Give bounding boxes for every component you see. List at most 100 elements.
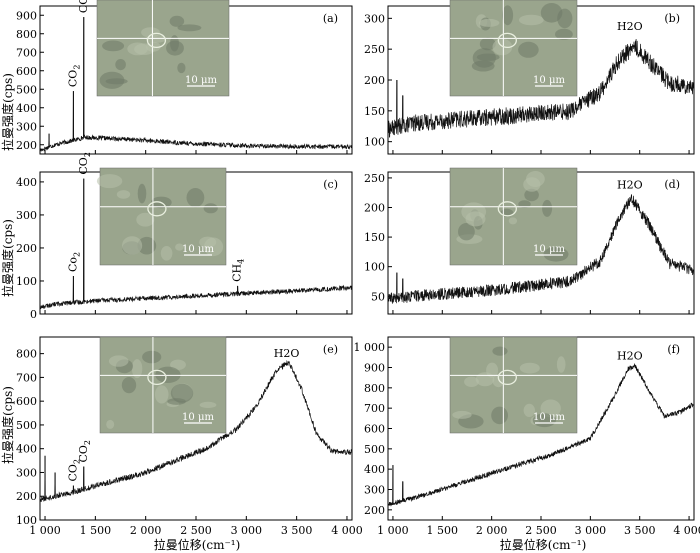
x-tick-label: 2 000 xyxy=(476,524,508,537)
micrograph-blob xyxy=(141,27,160,38)
x-tick-label: 2 500 xyxy=(180,524,212,537)
y-tick-label: 500 xyxy=(16,83,37,96)
micrograph-blob xyxy=(186,188,205,208)
micrograph-blob xyxy=(518,14,544,26)
y-tick-label: 400 xyxy=(16,176,37,189)
micrograph-blob xyxy=(452,410,472,419)
h2o-label: H2O xyxy=(617,349,643,362)
micrograph-blob xyxy=(543,247,569,262)
y-tick-label: 400 xyxy=(16,443,37,456)
x-tick-label: 3 500 xyxy=(624,524,656,537)
x-tick-label: 4 000 xyxy=(331,524,363,537)
micrograph-blob xyxy=(106,419,115,429)
y-tick-label: 0 xyxy=(30,308,37,321)
panel-label: (c) xyxy=(323,178,338,191)
micrograph-blob xyxy=(122,236,143,255)
panel-a: 200 300 400 500 600 700 800 900 10 μm (a) CO2 CO2 xyxy=(16,0,353,155)
micrograph-blob xyxy=(142,350,162,364)
micrograph-blob xyxy=(160,246,173,261)
y-tick-label: 600 xyxy=(364,423,385,436)
micrograph-blob xyxy=(170,35,179,52)
micrograph-blob xyxy=(492,346,508,356)
micrograph-blob xyxy=(492,374,505,388)
x-tick-label: 1 500 xyxy=(80,524,112,537)
micrograph-blob xyxy=(177,24,202,32)
spectrum-line xyxy=(40,17,352,152)
y-tick-label: 300 xyxy=(364,484,385,497)
ylabel-middle: 拉曼强度(cps) xyxy=(0,219,15,297)
co2-1385-label: CO2 xyxy=(77,440,92,463)
scale-bar-label: 10 μm xyxy=(533,412,565,423)
x-tick-label: 3 000 xyxy=(231,524,263,537)
micrograph-blob xyxy=(169,15,185,27)
scale-bar-label: 10 μm xyxy=(182,244,214,255)
y-tick-label: 200 xyxy=(16,242,37,255)
micrograph-blob xyxy=(116,190,131,199)
y-tick-label: 800 xyxy=(16,348,37,361)
panel-b: 100 150 200 250 300 10 μm (b) H2O xyxy=(364,0,695,155)
panel-e: 100 200 300 400 500 600 700 800 1 000 1 500 2 000 2… xyxy=(16,336,363,537)
y-tick-label: 150 xyxy=(364,105,385,118)
xlabel-right: 拉曼位移(cm⁻¹) xyxy=(500,537,587,552)
spectrum-line xyxy=(40,178,352,310)
y-tick-label: 900 xyxy=(16,9,37,22)
micrograph-blob xyxy=(203,203,218,214)
y-tick-label: 600 xyxy=(16,395,37,408)
micrograph-blob xyxy=(203,237,224,257)
x-tick-label: 4 000 xyxy=(673,524,700,537)
micrograph-blob xyxy=(131,359,143,379)
micrograph-blob xyxy=(508,217,518,225)
y-tick-label: 200 xyxy=(16,490,37,503)
y-tick-label: 300 xyxy=(364,12,385,25)
y-tick-label: 250 xyxy=(364,172,385,185)
y-tick-label: 200 xyxy=(364,74,385,87)
y-tick-label: 700 xyxy=(16,371,37,384)
micrograph-background xyxy=(99,336,227,434)
y-tick-label: 100 xyxy=(16,275,37,288)
ch4-2913-label: CH4 xyxy=(231,259,246,282)
y-tick-label: 200 xyxy=(364,202,385,215)
micrograph-blob xyxy=(518,200,531,208)
x-tick-label: 1 500 xyxy=(427,524,459,537)
micrograph-blob xyxy=(479,37,496,51)
x-tick-label: 3 000 xyxy=(575,524,607,537)
micrograph-blob xyxy=(518,41,539,58)
y-tick-label: 400 xyxy=(364,463,385,476)
micrograph-blob xyxy=(170,383,194,403)
micrograph-blob xyxy=(177,62,186,74)
micrograph-blob xyxy=(555,28,573,40)
micrograph-blob xyxy=(137,236,157,255)
x-tick-label: 2 000 xyxy=(130,524,162,537)
micrograph-blob xyxy=(99,71,125,89)
spectrum-line xyxy=(40,359,352,503)
micrograph-blob xyxy=(519,362,540,374)
scale-bar-label: 10 μm xyxy=(533,75,565,86)
micrograph-blob xyxy=(154,385,169,404)
micrograph-blob xyxy=(102,40,125,52)
panel-label: (b) xyxy=(664,12,680,25)
fluid-inclusion xyxy=(497,369,517,386)
ylabel-top: 拉曼强度(cps) xyxy=(0,73,15,151)
y-tick-label: 1 000 xyxy=(354,341,386,354)
micrograph-inset: 10 μm xyxy=(449,336,578,434)
y-tick-label: 100 xyxy=(364,136,385,149)
co2-1385-label: CO2 xyxy=(77,0,92,13)
micrograph-blob xyxy=(458,223,475,241)
micrograph-inset: 10 μm xyxy=(449,0,578,97)
micrograph-blob xyxy=(556,356,566,373)
x-tick-label: 1 000 xyxy=(377,524,409,537)
x-tick-label: 3 500 xyxy=(281,524,313,537)
micrograph-inset: 10 μm xyxy=(449,167,578,266)
y-tick-label: 100 xyxy=(16,514,37,527)
co2-1385-label: CO2 xyxy=(77,152,92,175)
y-tick-label: 700 xyxy=(364,402,385,415)
micrograph-blob xyxy=(492,38,513,56)
x-tick-label: 2 500 xyxy=(525,524,557,537)
micrograph-blob xyxy=(134,43,155,55)
micrograph-blob xyxy=(542,199,553,217)
panel-f: 200 300 400 500 600 700 800 900 1 000 1 000 1 500 2… xyxy=(354,336,700,537)
micrograph-blob xyxy=(121,377,137,394)
micrograph-blob xyxy=(523,177,541,192)
co2-1282-label: CO2 xyxy=(66,459,81,482)
